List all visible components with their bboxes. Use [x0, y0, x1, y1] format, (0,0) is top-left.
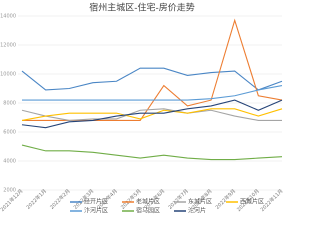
y-tick-label: 8000: [3, 101, 16, 107]
series-line: [21, 67, 283, 91]
series-line: [22, 85, 283, 101]
x-tick-label: 2022年9月: [214, 188, 237, 211]
series-line: [21, 108, 282, 121]
legend-label: 西城片区: [240, 198, 264, 206]
y-tick-label: 6000: [3, 130, 16, 136]
legend-label: 东城片区: [188, 198, 212, 206]
x-tick-label: 2022年1月: [25, 188, 48, 211]
y-tick-label: 2000: [3, 188, 16, 194]
legend-label: 经开片区: [84, 198, 108, 206]
chart-title: 宿州主城区-住宅-房价走势: [89, 2, 195, 14]
y-tick-label: 14000: [0, 14, 16, 20]
series-line: [21, 99, 283, 129]
page: {"chart_data": {"type": "line", "title":…: [0, 1, 284, 215]
x-tick-label: 2022年2月: [48, 188, 71, 211]
series-line: [21, 108, 283, 121]
series-line: [22, 18, 283, 121]
x-tick-label: 2022年7月: [167, 188, 190, 211]
legend-label: 老城片区: [136, 198, 160, 206]
legend-label: 宿马园区: [136, 207, 160, 215]
y-tick-label: 12000: [0, 43, 16, 49]
legend-label: 汴河片区: [84, 207, 108, 215]
series-line: [21, 144, 283, 161]
y-tick-label: 10000: [0, 72, 16, 78]
y-tick-label: 4000: [3, 159, 16, 165]
legend-label: 沱河片: [188, 207, 206, 215]
chart: 宿州主城区-住宅-房价走势 2000 4000 6000 8000 10000 12000…: [0, 2, 284, 215]
